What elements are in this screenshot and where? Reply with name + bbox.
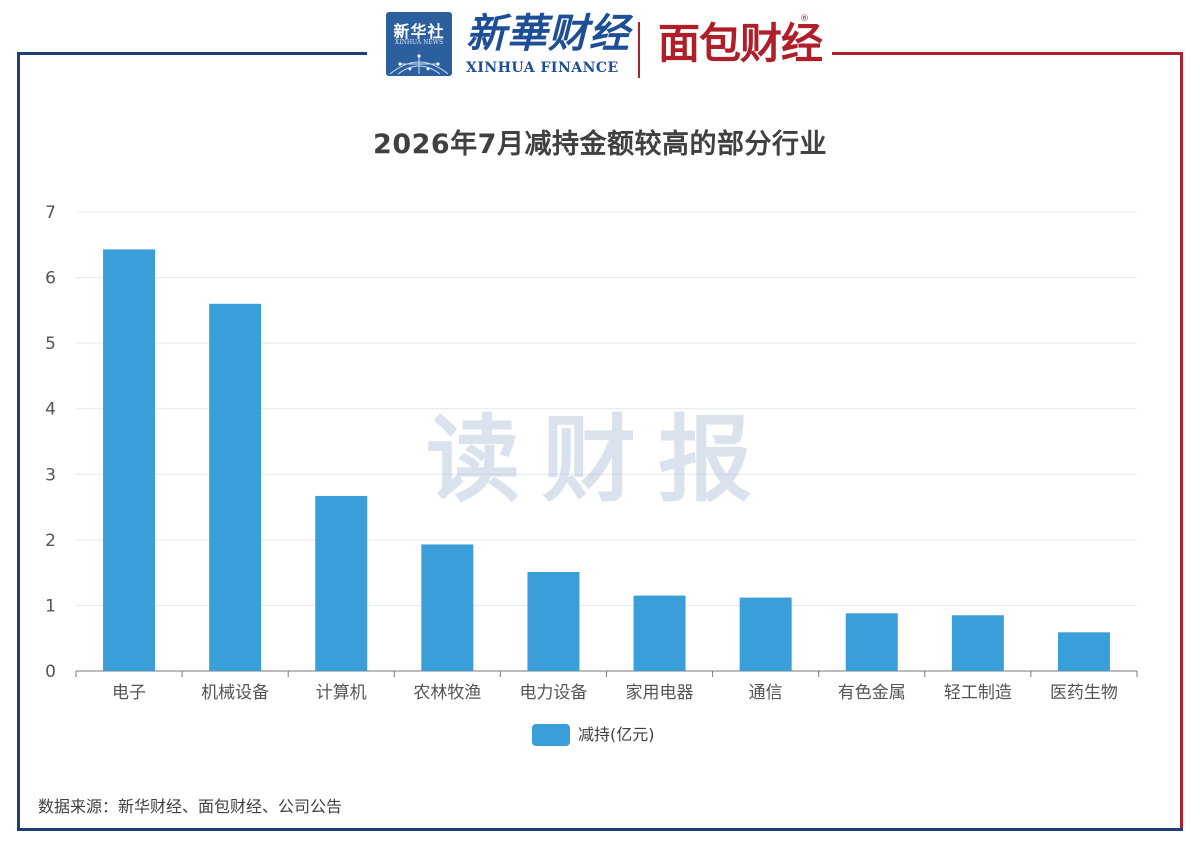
logo-divider <box>638 22 640 78</box>
y-tick-label: 4 <box>45 400 56 420</box>
x-tick-label: 计算机 <box>316 683 367 703</box>
x-tick-label: 通信 <box>749 683 783 703</box>
bar <box>315 495 368 671</box>
y-tick-label: 0 <box>45 662 56 682</box>
mianbao-finance-logo: 面包财经 <box>658 19 823 68</box>
bar <box>951 615 1004 671</box>
bar <box>633 595 686 671</box>
y-tick-label: 6 <box>45 269 56 289</box>
x-tick-label: 机械设备 <box>201 683 269 703</box>
y-tick-label: 5 <box>45 334 56 354</box>
frame-left-line <box>17 52 20 831</box>
bar <box>527 571 580 671</box>
y-tick-label: 1 <box>45 596 56 616</box>
frame-right-line <box>1180 52 1183 831</box>
chart-title: 2026年7月减持金额较高的部分行业 <box>373 129 827 160</box>
x-tick-label: 医药生物 <box>1050 683 1118 703</box>
frame-top-right-line <box>832 52 1183 55</box>
bar <box>421 544 474 671</box>
frame-top-left-line <box>17 52 367 55</box>
bar <box>845 613 898 671</box>
y-tick-label: 3 <box>45 465 56 485</box>
xinhua-finance-logo-en: XINHUA FINANCE <box>466 60 619 76</box>
xinhua-she-sub: XINHUA NEWS <box>394 39 444 46</box>
y-tick-label: 7 <box>45 203 56 223</box>
registered-mark: ® <box>800 14 809 24</box>
x-tick-label: 轻工制造 <box>944 683 1012 703</box>
xinhua-she-label: 新华社 <box>393 22 445 41</box>
legend-swatch <box>532 724 570 746</box>
x-tick-label: 电子 <box>112 683 146 703</box>
bar <box>209 303 262 671</box>
x-tick-label: 电力设备 <box>519 683 587 703</box>
data-source-note: 数据来源：新华财经、面包财经、公司公告 <box>38 797 343 816</box>
bar <box>739 597 792 671</box>
globe-network-icon <box>389 54 449 75</box>
x-tick-label: 有色金属 <box>838 683 906 703</box>
legend-label: 减持(亿元) <box>578 725 655 744</box>
y-tick-label: 2 <box>45 531 56 551</box>
xinhua-news-agency-logo: 新华社 XINHUA NEWS <box>386 12 452 76</box>
frame-bottom-line <box>17 828 1183 831</box>
bar <box>103 249 156 671</box>
xinhua-finance-logo-cn: 新華财经 <box>466 10 630 57</box>
x-tick-label: 家用电器 <box>626 683 694 703</box>
bar <box>1057 632 1110 671</box>
x-tick-label: 农林牧渔 <box>413 683 481 703</box>
